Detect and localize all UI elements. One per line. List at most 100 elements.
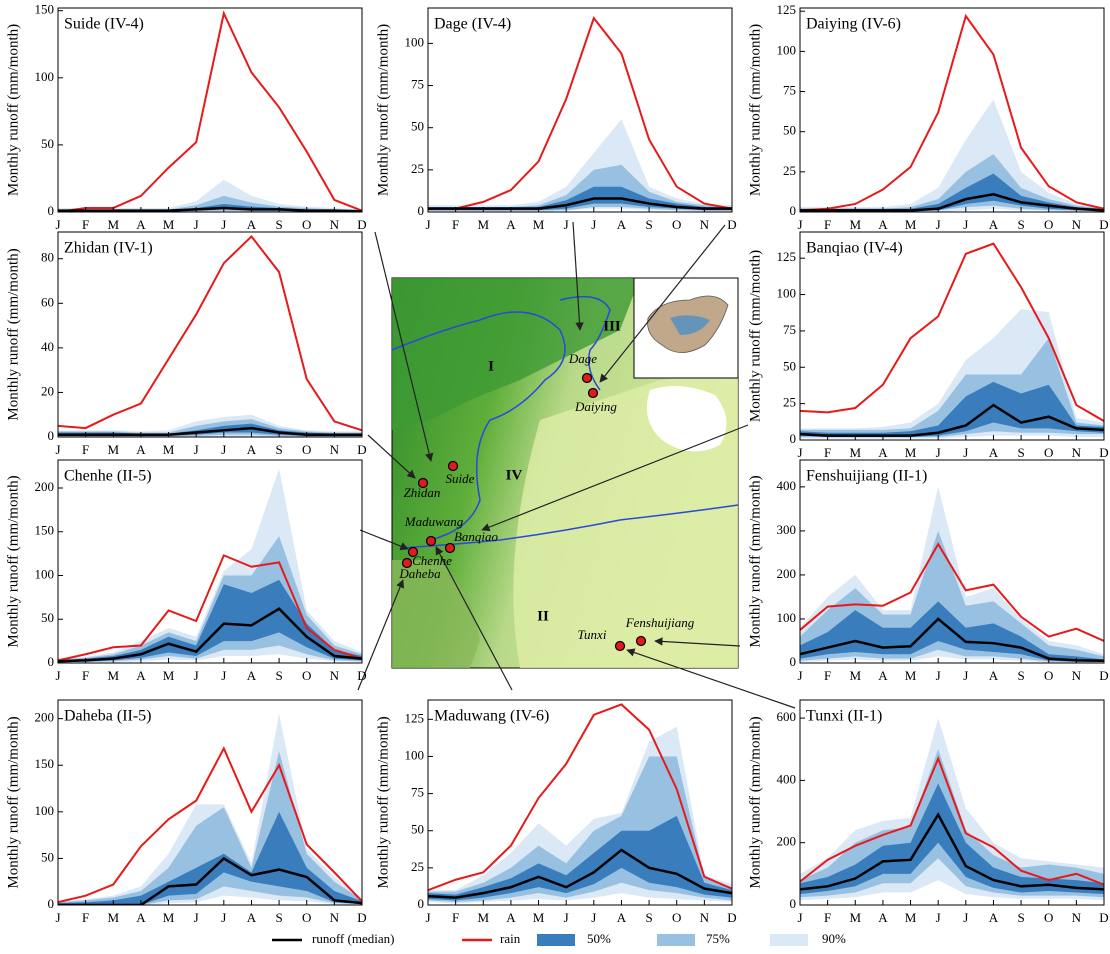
x-tick-label: J	[55, 668, 60, 683]
x-tick-label: A	[247, 910, 257, 925]
band	[800, 381, 1104, 438]
plot	[800, 242, 1104, 439]
x-tick-label: J	[591, 910, 596, 925]
x-tick-label: D	[727, 217, 736, 232]
station	[581, 372, 593, 384]
x-tick-label: N	[330, 442, 340, 457]
y-tick-label: 600	[777, 709, 797, 724]
chart-title: Zhidan (IV-1)	[64, 240, 153, 257]
station	[614, 640, 626, 652]
x-tick-label: A	[136, 910, 146, 925]
x-tick-label: M	[163, 442, 175, 457]
band	[800, 99, 1104, 212]
chart-title: Suide (IV-4)	[64, 16, 144, 33]
x-tick-label: D	[357, 217, 366, 232]
line	[58, 607, 362, 663]
region-label: IV	[506, 467, 523, 483]
map	[391, 277, 739, 669]
y-tick-label: 25	[411, 859, 424, 874]
plot	[800, 13, 1104, 212]
x-tick-label: O	[1044, 910, 1053, 925]
x-tick-label: F	[82, 217, 89, 232]
x-tick-label: N	[330, 910, 340, 925]
line	[58, 206, 362, 212]
line	[58, 856, 362, 905]
x-tick-label: J	[425, 217, 430, 232]
y-tick-label: 0	[790, 896, 797, 911]
chart-title: Daiying (IV-6)	[806, 16, 901, 33]
y-tick-label: 150	[35, 2, 55, 17]
station-label: Maduwang	[404, 514, 464, 529]
y-tick-label: 0	[418, 896, 425, 911]
line	[58, 554, 362, 662]
legend-label: 75%	[706, 931, 730, 946]
inset-basin	[670, 315, 710, 335]
axes-frame	[57, 231, 363, 438]
x-tick-label: M	[163, 217, 175, 232]
x-tick-label: A	[878, 668, 888, 683]
y-tick-label: 50	[783, 123, 796, 138]
x-tick-label: M	[477, 910, 489, 925]
plot	[428, 703, 732, 904]
x-tick-label: S	[1017, 668, 1024, 683]
x-tick-label: A	[617, 217, 627, 232]
x-tick-label: N	[1072, 668, 1082, 683]
chart-title: Fenshuijiang (II-1)	[806, 468, 927, 485]
x-tick-label: J	[564, 217, 569, 232]
x-tick-label: M	[107, 442, 119, 457]
y-tick-label: 100	[777, 42, 797, 57]
line	[58, 746, 362, 904]
x-tick-label: M	[533, 217, 545, 232]
line	[428, 703, 732, 892]
x-tick-label: J	[425, 910, 430, 925]
station-label: Dage	[568, 351, 597, 366]
chart-title: Dage (IV-4)	[434, 16, 511, 33]
y-tick-label: 80	[41, 250, 54, 265]
legend-swatch	[770, 934, 808, 946]
legend-label: rain	[500, 931, 521, 946]
station-label: Daiying	[574, 399, 617, 414]
y-tick-label: 0	[790, 654, 797, 669]
line	[800, 812, 1104, 891]
x-tick-label: J	[55, 442, 60, 457]
chart-title: Banqiao (IV-4)	[806, 240, 903, 257]
x-tick-label: J	[564, 910, 569, 925]
line	[800, 193, 1104, 212]
y-axis-label: Monthly runoff (mm/month)	[5, 716, 21, 888]
x-tick-label: A	[878, 910, 888, 925]
y-tick-label: 100	[35, 566, 55, 581]
station	[401, 557, 413, 569]
line	[428, 16, 732, 210]
band	[428, 164, 732, 211]
arrow	[626, 648, 796, 709]
y-tick-label: 50	[41, 610, 54, 625]
x-tick-label: F	[824, 217, 831, 232]
y-tick-label: 150	[35, 523, 55, 538]
x-tick-label: M	[849, 445, 861, 460]
x-tick-label: J	[797, 668, 802, 683]
line	[800, 13, 1104, 212]
x-tick-label: O	[302, 668, 311, 683]
y-tick-label: 75	[411, 77, 424, 92]
y-tick-label: 50	[41, 136, 54, 151]
station-label: Tunxi	[578, 627, 607, 642]
y-tick-label: 400	[777, 771, 797, 786]
station	[425, 535, 437, 547]
x-tick-label: D	[1099, 910, 1108, 925]
legend-swatch	[657, 934, 695, 946]
x-tick-label: A	[506, 910, 516, 925]
y-tick-label: 0	[48, 654, 55, 669]
legend-label: 50%	[587, 931, 611, 946]
x-tick-label: F	[824, 445, 831, 460]
y-tick-label: 100	[405, 34, 425, 49]
y-tick-label: 200	[777, 834, 797, 849]
x-tick-label: M	[107, 910, 119, 925]
y-tick-label: 25	[783, 163, 796, 178]
line	[800, 542, 1104, 642]
axes-frame	[799, 699, 1105, 906]
band	[58, 579, 362, 663]
panel: 0 50 100 150 J F M A M J J A S O N D Suide (IV-4) Monthly…	[5, 2, 366, 232]
x-tick-label: F	[824, 668, 831, 683]
y-tick-label: 0	[418, 203, 425, 218]
